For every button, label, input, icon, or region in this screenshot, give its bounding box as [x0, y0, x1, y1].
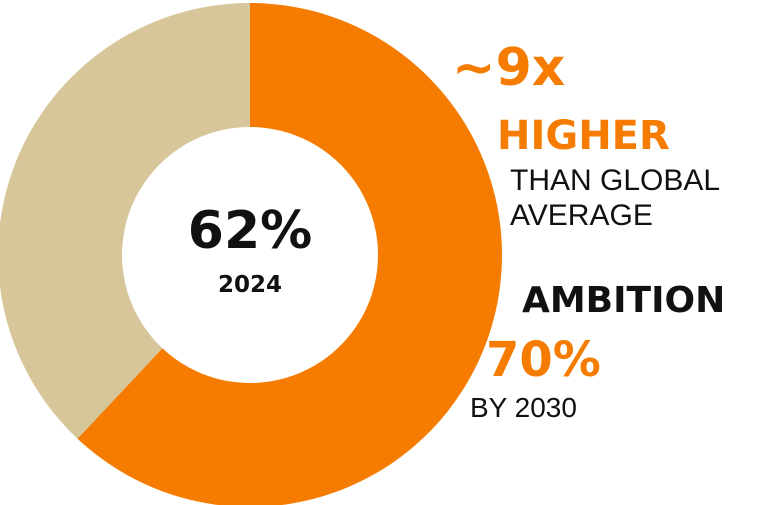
center-value: 62%	[188, 201, 312, 261]
than-global-label: THAN GLOBAL	[510, 164, 721, 197]
higher-label: HIGHER	[497, 113, 670, 159]
average-label: AVERAGE	[510, 199, 653, 232]
donut-slices	[0, 3, 502, 505]
ambition-target-year: BY 2030	[470, 392, 577, 423]
ambition-heading: AMBITION	[522, 280, 726, 321]
multiplier-value: ~9x	[452, 38, 566, 98]
ambition-target-value: 70%	[486, 332, 601, 388]
donut-slice-0	[77, 3, 502, 505]
center-year-label: 2024	[218, 272, 282, 298]
donut-slice-1	[0, 3, 250, 439]
